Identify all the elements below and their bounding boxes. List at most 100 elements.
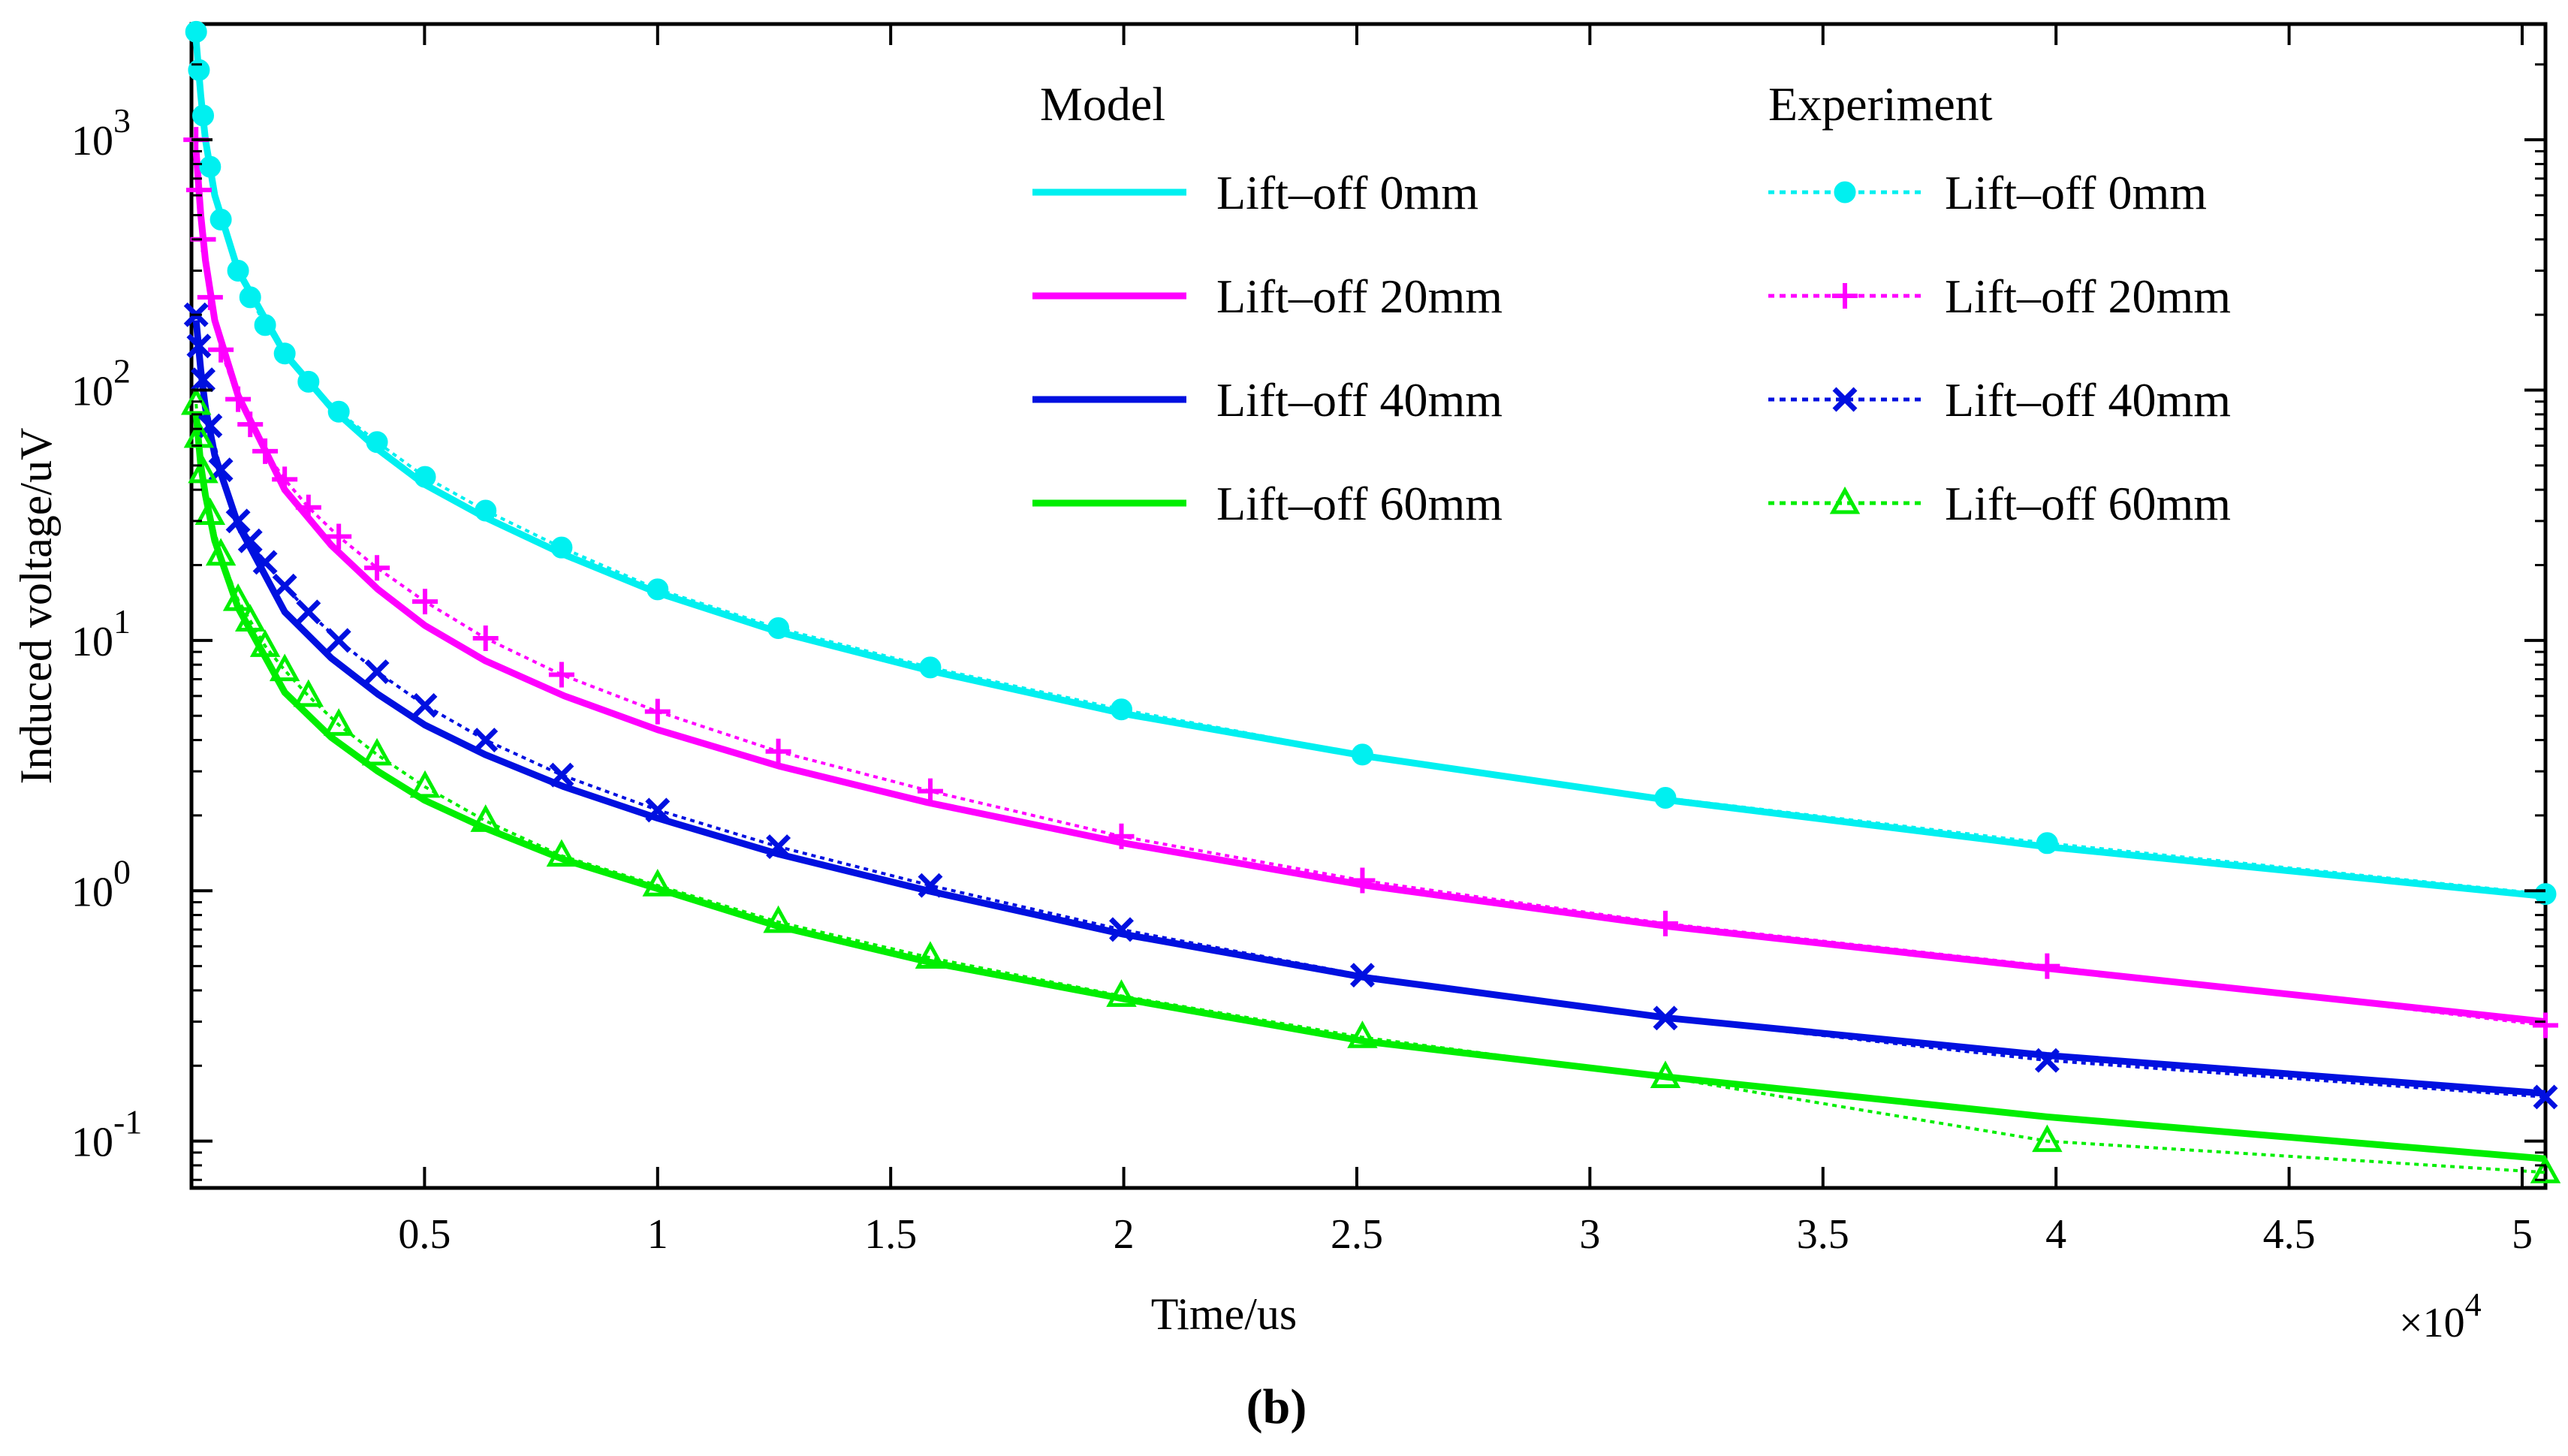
legend-entry-label: Lift–off 20mm (1216, 270, 1503, 323)
data-point-marker (549, 762, 574, 788)
data-point-marker (249, 629, 281, 657)
legend-marker (1832, 387, 1858, 412)
series-experiment-6 (183, 302, 2558, 1110)
tick-layer: 0.5 1 1.5 2 2.5 3 3.5 4 4.5 5 10-1 100 101 102 103 (71, 24, 2545, 1258)
legend: Model Experiment Lift–off 0mm Lift–off 20mm… (1032, 77, 2231, 530)
data-point-marker (470, 804, 501, 832)
y-tick-label: 100 (71, 852, 131, 915)
legend-marker (1834, 181, 1856, 203)
x-tick-label: 3.5 (1797, 1211, 1849, 1258)
data-point-marker (272, 466, 298, 493)
y-tick-label: 102 (71, 352, 131, 415)
data-point-marker (473, 728, 499, 753)
data-point-marker (645, 797, 671, 823)
data-point-marker (197, 284, 223, 310)
data-point-marker (409, 770, 441, 798)
legend-marker (1832, 283, 1858, 309)
legend-model-header: Model (1040, 77, 1165, 131)
data-point-marker (647, 578, 669, 601)
series-line (194, 139, 2546, 1027)
data-point-marker (765, 738, 791, 764)
x-tick-label: 4.5 (2263, 1211, 2316, 1258)
data-point-marker (2036, 832, 2058, 855)
legend-entry-label: Lift–off 40mm (1216, 373, 1503, 427)
series-experiment-5 (183, 127, 2558, 1038)
series-line (194, 403, 2546, 1174)
x-tick-label: 0.5 (398, 1211, 451, 1258)
data-point-marker (234, 604, 266, 632)
data-point-marker (2533, 1084, 2558, 1110)
x-tick-label: 1.5 (864, 1211, 917, 1258)
data-point-marker (186, 333, 212, 359)
data-point-marker (364, 659, 390, 685)
y-tick-label: 101 (71, 602, 131, 665)
y-tick-label: 103 (71, 101, 131, 164)
data-point-marker (2533, 1012, 2558, 1038)
data-point-marker (546, 839, 577, 867)
data-point-marker (917, 778, 943, 804)
data-point-marker (2530, 1156, 2561, 1183)
x-tick-label: 2 (1114, 1211, 1135, 1258)
data-point-marker (188, 59, 210, 81)
x-multiplier-base: ×10 (2399, 1300, 2465, 1346)
data-point-marker (252, 550, 278, 575)
data-point-marker (2534, 883, 2557, 906)
x-multiplier: ×104 (2399, 1286, 2482, 1346)
data-point-marker (1108, 823, 1135, 849)
data-point-marker (296, 599, 321, 625)
data-point-marker (205, 538, 237, 566)
data-point-marker (199, 155, 222, 178)
data-point-marker (208, 336, 234, 363)
x-tick-label: 2.5 (1331, 1211, 1383, 1258)
data-point-marker (1349, 963, 1375, 988)
data-point-marker (2034, 1048, 2060, 1073)
data-point-marker (361, 737, 393, 766)
data-point-marker (1652, 910, 1678, 936)
data-point-marker (414, 466, 436, 488)
data-point-marker (297, 370, 320, 393)
series-experiment-7 (180, 387, 2561, 1183)
x-multiplier-exponent: 4 (2465, 1286, 2482, 1323)
legend-entry-label: Lift–off 0mm (1945, 166, 2207, 219)
data-point-marker (225, 386, 252, 412)
data-point-marker (252, 438, 279, 464)
data-point-marker (185, 20, 207, 43)
x-tick-label: 4 (2045, 1211, 2066, 1258)
data-point-marker (272, 573, 297, 598)
data-point-marker (915, 941, 946, 969)
legend-entry-label: Lift–off 20mm (1945, 270, 2231, 323)
data-point-marker (225, 508, 251, 534)
legend-experiment-header: Experiment (1768, 77, 1993, 131)
y-axis-label: Induced voltage/uV (11, 428, 61, 785)
data-point-marker (766, 834, 791, 860)
data-point-marker (919, 656, 942, 679)
data-point-marker (180, 387, 212, 415)
data-point-marker (293, 679, 324, 707)
data-point-marker (472, 626, 499, 652)
data-point-marker (237, 528, 263, 553)
series-line (194, 32, 2546, 896)
series-model-3 (192, 414, 2546, 1162)
data-point-marker (1654, 787, 1677, 809)
data-point-marker (295, 494, 321, 520)
data-point-marker (1351, 743, 1373, 766)
data-point-marker (548, 662, 574, 688)
data-point-marker (2032, 1124, 2063, 1153)
legend-entry-label: Lift–off 60mm (1216, 477, 1503, 530)
data-point-marker (1653, 1005, 1678, 1031)
legend-entry-label: Lift–off 0mm (1216, 166, 1478, 219)
data-point-marker (237, 411, 264, 438)
data-point-marker (364, 555, 390, 581)
x-tick-label: 5 (2512, 1211, 2533, 1258)
data-point-marker (269, 653, 300, 682)
data-point-marker (222, 583, 254, 611)
data-point-marker (323, 708, 354, 736)
y-tick-label: 10-1 (71, 1103, 142, 1166)
data-point-marker (188, 455, 219, 484)
data-point-marker (1349, 867, 1376, 894)
svg-text:×104: ×104 (2399, 1286, 2482, 1346)
data-point-marker (327, 400, 350, 423)
data-point-marker (642, 869, 674, 897)
data-point-marker (194, 497, 226, 525)
legend-marker (1829, 486, 1861, 514)
